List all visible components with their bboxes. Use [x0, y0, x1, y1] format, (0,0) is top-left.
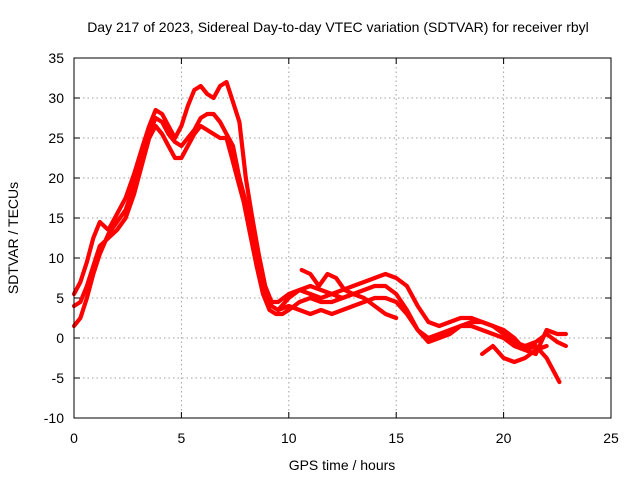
y-tick-label: 25 — [48, 130, 64, 146]
x-tick-label: 20 — [496, 430, 512, 446]
series-track-4 — [276, 283, 399, 321]
series-track-3 — [71, 79, 569, 357]
x-tick-label: 15 — [388, 430, 404, 446]
series-track-2 — [71, 123, 569, 349]
series-track-5 — [299, 267, 356, 297]
x-tick-label: 25 — [603, 430, 619, 446]
data-series — [71, 79, 569, 385]
y-axis-label: SDTVAR / TECUs — [5, 182, 21, 294]
chart-title: Day 217 of 2023, Sidereal Day-to-day VTE… — [87, 19, 589, 35]
y-tick-label: 10 — [48, 250, 64, 266]
y-tick-label: -5 — [52, 370, 65, 386]
y-tick-label: 5 — [56, 290, 64, 306]
x-axis-label: GPS time / hours — [289, 457, 396, 473]
x-tick-label: 10 — [281, 430, 297, 446]
y-tick-label: -10 — [44, 410, 64, 426]
plot-frame — [73, 57, 612, 419]
series-track-6 — [480, 343, 549, 365]
grid — [74, 58, 611, 418]
axis-ticks: 0 5 10 15 20 25 -10 -5 0 5 10 15 20 25 30 35 — [44, 50, 619, 446]
y-tick-label: 0 — [56, 330, 64, 346]
y-tick-label: 35 — [48, 50, 64, 66]
y-tick-label: 15 — [48, 210, 64, 226]
x-tick-label: 0 — [70, 430, 78, 446]
y-tick-label: 30 — [48, 90, 64, 106]
y-tick-label: 20 — [48, 170, 64, 186]
x-tick-label: 5 — [178, 430, 186, 446]
